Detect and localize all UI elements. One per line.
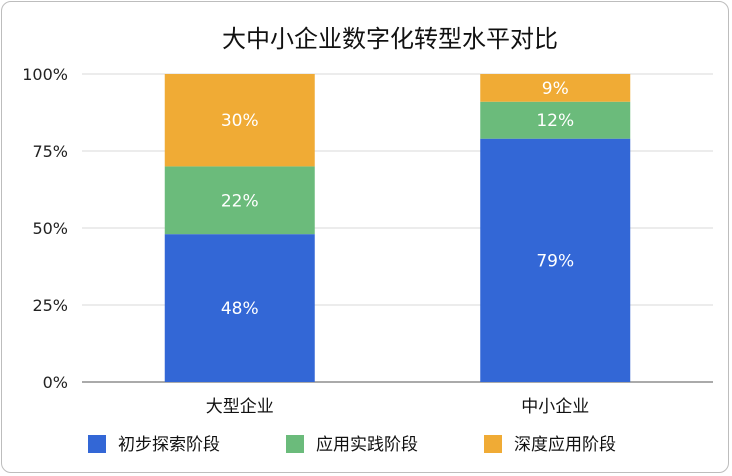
bar-segment [480,138,631,382]
bar-segment [164,166,315,235]
x-category-label: 中小企业 [521,397,589,417]
legend-label: 初步探索阶段 [118,435,220,455]
data-label: 9% [542,79,569,99]
legend: 初步探索阶段 应用实践阶段 深度应用阶段 [88,435,616,455]
data-label: 48% [221,299,259,319]
legend-item: 应用实践阶段 [286,435,418,455]
bars: 48% 22% 30% 79% 12% 9% [164,74,631,382]
x-category-label: 大型企业 [206,397,274,417]
legend-item: 初步探索阶段 [88,435,220,455]
y-tick-label: 75% [32,142,68,161]
bar-segment [480,74,631,102]
legend-swatch [484,435,502,453]
y-tick-label: 25% [32,296,68,315]
y-axis-ticks: 0% 25% 50% 75% 100% [22,65,68,392]
x-axis-categories: 大型企业 中小企业 [206,397,590,417]
data-label: 30% [221,111,259,131]
y-tick-label: 0% [43,373,68,392]
legend-item: 深度应用阶段 [484,435,616,455]
data-label: 22% [221,191,259,211]
bar-segment [480,101,631,139]
bar-segment [164,234,315,382]
y-tick-label: 100% [22,65,68,84]
legend-swatch [286,435,304,453]
legend-swatch [88,435,106,453]
data-label: 12% [536,111,574,131]
legend-label: 深度应用阶段 [514,435,616,455]
y-tick-label: 50% [32,219,68,238]
legend-label: 应用实践阶段 [316,435,418,455]
data-label: 79% [536,251,574,271]
chart-title: 大中小企业数字化转型水平对比 [222,25,558,53]
bar-segment [164,74,315,167]
